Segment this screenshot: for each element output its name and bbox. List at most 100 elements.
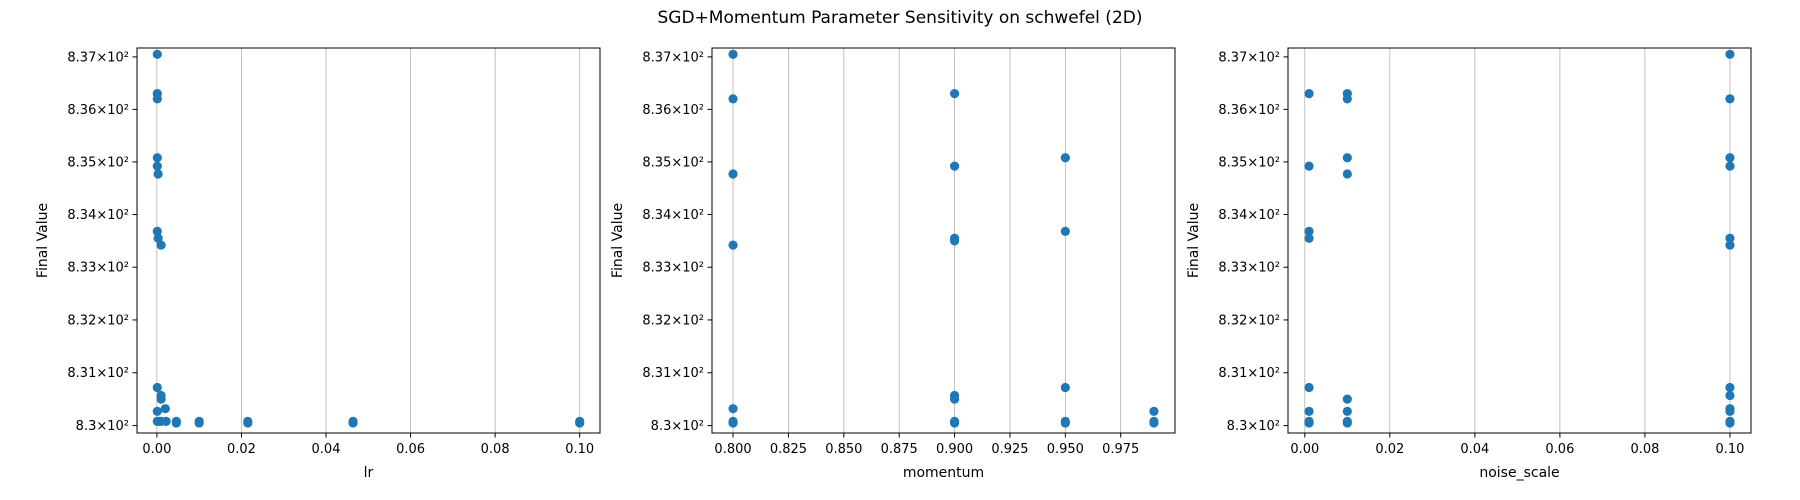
x-tick-label: 0.900 <box>936 442 973 457</box>
x-tick-label: 0.02 <box>227 442 256 457</box>
data-point <box>1304 406 1314 416</box>
x-tick-label: 0.10 <box>565 442 594 457</box>
y-tick-label: 8.32×10² <box>1218 313 1280 328</box>
subplot-1: 0.00 0.02 0.04 0.06 0.08 0.10 8.3×10² 8.31×10² 8… <box>35 47 601 481</box>
y-tick-label: 8.36×10² <box>67 103 129 118</box>
data-point <box>575 418 585 428</box>
data-point <box>1342 394 1352 404</box>
data-point <box>728 240 738 250</box>
data-point <box>160 404 170 414</box>
y-axis-label: Final Value <box>35 203 51 278</box>
data-point <box>156 394 166 404</box>
data-point <box>1060 418 1070 428</box>
y-tick-label: 8.32×10² <box>642 313 704 328</box>
x-tick-label: 0.00 <box>1290 442 1319 457</box>
y-tick-label: 8.31×10² <box>1218 366 1280 381</box>
data-point <box>171 418 181 428</box>
x-tick-label: 0.825 <box>770 442 807 457</box>
y-tick-label: 8.3×10² <box>76 419 129 434</box>
data-point <box>194 418 204 428</box>
x-tick-label: 0.950 <box>1047 442 1084 457</box>
data-point <box>161 416 171 426</box>
data-point <box>1725 94 1735 104</box>
plot-frame <box>1287 47 1752 434</box>
x-tick-label: 0.00 <box>142 442 171 457</box>
data-point <box>152 382 162 393</box>
data-point <box>1725 240 1735 250</box>
data-point <box>152 226 162 236</box>
y-tick-label: 8.35×10² <box>1218 155 1280 170</box>
x-tick-label: 0.08 <box>1630 442 1659 457</box>
y-tick-label: 8.34×10² <box>1218 208 1280 223</box>
x-tick-label: 0.06 <box>396 442 425 457</box>
data-point <box>1342 94 1352 104</box>
y-tick-label: 8.36×10² <box>1218 103 1280 118</box>
data-point <box>1725 233 1735 243</box>
x-tick-label: 0.04 <box>1460 442 1489 457</box>
data-point <box>348 418 358 428</box>
data-point <box>1304 161 1314 171</box>
data-point <box>949 89 960 99</box>
x-tick-label: 0.08 <box>481 442 510 457</box>
data-point <box>152 94 162 104</box>
data-point <box>1304 382 1314 393</box>
data-point <box>949 418 960 428</box>
y-tick-label: 8.3×10² <box>651 419 704 434</box>
y-tick-label: 8.31×10² <box>67 366 129 381</box>
subplots: 0.00 0.02 0.04 0.06 0.08 0.10 8.3×10² 8.31×10² 8… <box>35 47 1752 481</box>
y-tick-label: 8.35×10² <box>67 155 129 170</box>
x-tick-label: 0.10 <box>1715 442 1744 457</box>
data-point <box>152 406 162 416</box>
data-point <box>728 49 738 59</box>
data-point <box>1304 226 1314 236</box>
data-point <box>949 236 960 246</box>
data-point <box>152 49 162 59</box>
data-point <box>1060 226 1070 236</box>
y-axis-label: Final Value <box>610 203 626 278</box>
x-axis-label: lr <box>364 465 374 481</box>
data-point <box>1304 233 1314 243</box>
y-tick-label: 8.34×10² <box>642 208 704 223</box>
x-tick-label: 0.800 <box>714 442 751 457</box>
x-tick-label: 0.875 <box>881 442 918 457</box>
y-tick-label: 8.37×10² <box>1218 50 1280 65</box>
data-point <box>1725 418 1735 428</box>
data-point <box>1149 406 1159 416</box>
y-tick-label: 8.36×10² <box>642 103 704 118</box>
data-point <box>1060 382 1070 393</box>
data-point <box>728 169 738 179</box>
y-tick-label: 8.31×10² <box>642 366 704 381</box>
x-tick-label: 0.02 <box>1375 442 1404 457</box>
plot-frame <box>136 47 601 434</box>
data-point <box>1342 418 1352 428</box>
x-tick-label: 0.850 <box>825 442 862 457</box>
data-point <box>243 418 253 428</box>
x-tick-label: 0.975 <box>1102 442 1139 457</box>
y-tick-label: 8.33×10² <box>67 261 129 276</box>
data-point <box>1060 153 1070 163</box>
y-tick-label: 8.34×10² <box>67 208 129 223</box>
data-point <box>1342 153 1352 163</box>
data-point <box>1725 153 1735 163</box>
figure-title: SGD+Momentum Parameter Sensitivity on sc… <box>658 8 1143 28</box>
y-tick-label: 8.37×10² <box>67 50 129 65</box>
data-point <box>728 418 738 428</box>
data-point <box>156 240 166 250</box>
plot-frame <box>711 47 1176 434</box>
data-point <box>1725 406 1735 416</box>
data-point <box>728 94 738 104</box>
x-axis-label: noise_scale <box>1479 465 1559 481</box>
data-point <box>152 161 162 171</box>
data-point <box>153 169 163 179</box>
data-point <box>1725 390 1735 401</box>
data-point <box>1725 161 1735 171</box>
data-point <box>949 161 960 171</box>
x-tick-label: 0.06 <box>1545 442 1574 457</box>
data-point <box>1342 406 1352 416</box>
subplot-2: 0.800 0.825 0.850 0.875 0.900 0.925 0.950 0.975… <box>610 47 1176 481</box>
x-axis-label: momentum <box>903 465 984 481</box>
y-tick-label: 8.3×10² <box>1227 419 1280 434</box>
y-axis-label: Final Value <box>1186 203 1202 278</box>
y-tick-label: 8.33×10² <box>1218 261 1280 276</box>
